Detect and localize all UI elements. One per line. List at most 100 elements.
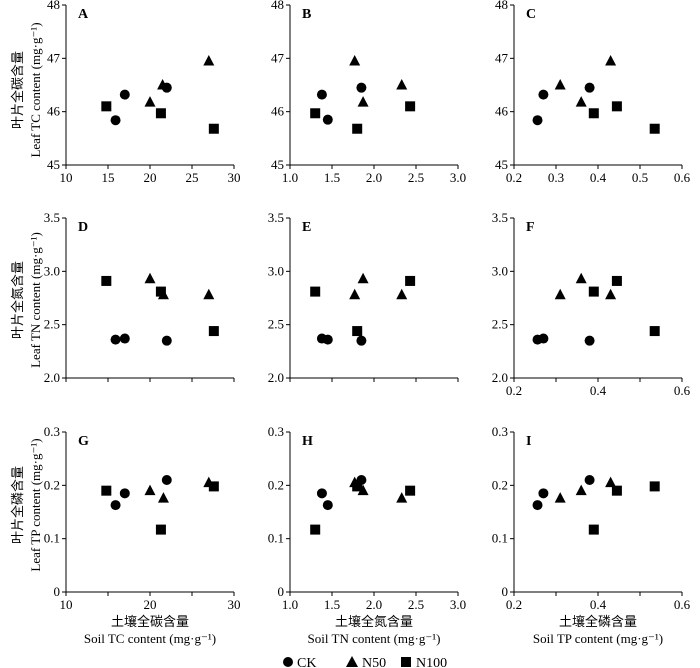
- point-n50: [575, 96, 587, 107]
- y-tick-label: 2.5: [268, 317, 284, 332]
- y-tick-label: 0: [278, 584, 285, 599]
- x-label-cn-col-2: 土壤全氮含量: [335, 614, 413, 629]
- y-tick-label: 0.1: [44, 531, 60, 546]
- panel-label: H: [302, 434, 313, 449]
- y-tick-label: 45: [47, 157, 60, 172]
- point-ck: [119, 333, 130, 344]
- point-n50: [575, 272, 587, 284]
- point-ck: [316, 89, 327, 100]
- y-axis-label-row-1: 叶片全碳含量 Leaf TC content (mg·g⁻¹): [10, 22, 43, 157]
- legend-label-ck: CK: [297, 656, 316, 668]
- point-n50: [144, 96, 156, 107]
- point-n100: [208, 123, 219, 134]
- point-ck: [584, 335, 595, 346]
- x-label-en-col-1: Soil TC content (mg·g⁻¹): [84, 631, 216, 646]
- y-tick-label: 2.5: [44, 317, 60, 332]
- x-label-en-col-2: Soil TN content (mg·g⁻¹): [308, 631, 441, 646]
- point-ck: [161, 335, 172, 346]
- x-axis-title-col-3: 土壤全磷含量 Soil TP content (mg·g⁻¹): [533, 614, 663, 646]
- point-ck: [119, 89, 130, 100]
- y-tick-label: 48: [271, 0, 284, 12]
- x-tick-label: 2.5: [408, 597, 424, 612]
- point-n50: [157, 79, 169, 90]
- y-label-cn-row-3: 叶片全磷含量: [10, 466, 25, 544]
- point-n50: [396, 288, 408, 300]
- y-tick-label: 47: [271, 50, 285, 65]
- x-tick-label: 20: [144, 170, 157, 185]
- y-tick-label: 0.2: [268, 477, 284, 492]
- point-ck: [161, 475, 172, 485]
- point-n50: [144, 272, 156, 284]
- panel-E: E 2.0 2.5 3.0 3.5: [268, 210, 459, 385]
- point-n100: [208, 326, 219, 337]
- legend-label-n100: N100: [416, 656, 447, 668]
- point-n100: [310, 524, 321, 535]
- x-tick-label: 0.6: [674, 170, 691, 185]
- point-n100: [588, 524, 599, 535]
- y-tick-label: 45: [271, 157, 284, 172]
- point-n50: [605, 55, 617, 66]
- point-n50: [349, 288, 361, 300]
- x-label-en-col-3: Soil TP content (mg·g⁻¹): [533, 631, 663, 646]
- y-tick-label: 2.0: [44, 370, 60, 385]
- point-n100: [101, 485, 112, 496]
- panel-B: B 45 46 47 48 1.0 1.5 2.0 2.5 3.0: [271, 0, 466, 185]
- point-n100: [588, 108, 599, 119]
- panel-A: A 45 46 47 48 10 15 20 25 30: [47, 0, 241, 185]
- y-tick-label: 2.0: [268, 370, 284, 385]
- point-n100: [611, 275, 622, 286]
- x-tick-label: 0.4: [590, 383, 607, 398]
- y-tick-label: 46: [271, 104, 285, 119]
- panel-H: H 0 0.1 0.2 0.3 1.0 1.5 2.0 2.5 3.0: [268, 424, 466, 612]
- point-n50: [357, 484, 369, 496]
- point-ck: [356, 335, 367, 346]
- point-n100: [155, 108, 166, 119]
- x-tick-label: 0.5: [632, 170, 648, 185]
- y-tick-label: 3.5: [492, 210, 508, 225]
- point-n100: [310, 108, 321, 119]
- point-n50: [203, 55, 215, 66]
- point-n50: [554, 492, 566, 503]
- y-label-cn-row-2: 叶片全氮含量: [10, 261, 25, 339]
- point-n50: [357, 272, 369, 284]
- y-tick-label: 0.3: [492, 424, 508, 439]
- y-axis-label-row-3: 叶片全磷含量 Leaf TP content (mg·g⁻¹): [10, 438, 43, 571]
- y-label-en-row-1: Leaf TC content (mg·g⁻¹): [28, 22, 43, 157]
- point-ck: [110, 500, 121, 511]
- panel-label: C: [526, 7, 536, 22]
- y-tick-label: 48: [495, 0, 508, 12]
- y-tick-label: 47: [495, 50, 509, 65]
- y-tick-label: 0: [502, 584, 509, 599]
- y-tick-label: 0.1: [492, 531, 508, 546]
- point-ck: [538, 488, 549, 499]
- legend-label-n50: N50: [362, 656, 386, 668]
- y-tick-label: 0: [54, 584, 61, 599]
- x-label-cn-col-1: 土壤全碳含量: [111, 614, 189, 629]
- panel-C: C 45 46 47 48 0.2 0.3 0.4 0.5 0.6: [495, 0, 691, 185]
- point-n100: [611, 485, 622, 496]
- point-n100: [352, 481, 363, 492]
- y-axis-label-row-2: 叶片全氮含量 Leaf TN content (mg·g⁻¹): [10, 232, 43, 368]
- legend-marker-n100: [401, 657, 411, 667]
- panel-label: I: [526, 434, 531, 449]
- x-tick-label: 0.6: [674, 383, 691, 398]
- point-ck: [584, 475, 595, 485]
- point-n100: [208, 481, 219, 492]
- point-n50: [349, 55, 361, 66]
- x-tick-label: 2.5: [408, 170, 424, 185]
- point-ck: [532, 500, 543, 511]
- x-tick-label: 0.2: [506, 383, 522, 398]
- legend-marker-n50: [346, 656, 358, 667]
- x-tick-label: 1.5: [324, 597, 340, 612]
- y-tick-label: 0.3: [268, 424, 284, 439]
- point-n50: [605, 288, 617, 300]
- x-tick-label: 0.2: [506, 170, 522, 185]
- panel-label: F: [526, 220, 535, 235]
- x-tick-label: 1.5: [324, 170, 340, 185]
- x-tick-label: 1.0: [282, 170, 298, 185]
- x-tick-label: 30: [228, 597, 241, 612]
- y-label-en-row-3: Leaf TP content (mg·g⁻¹): [28, 438, 43, 571]
- x-axis-title-col-2: 土壤全氮含量 Soil TN content (mg·g⁻¹): [308, 614, 441, 646]
- panel-label: G: [78, 434, 89, 449]
